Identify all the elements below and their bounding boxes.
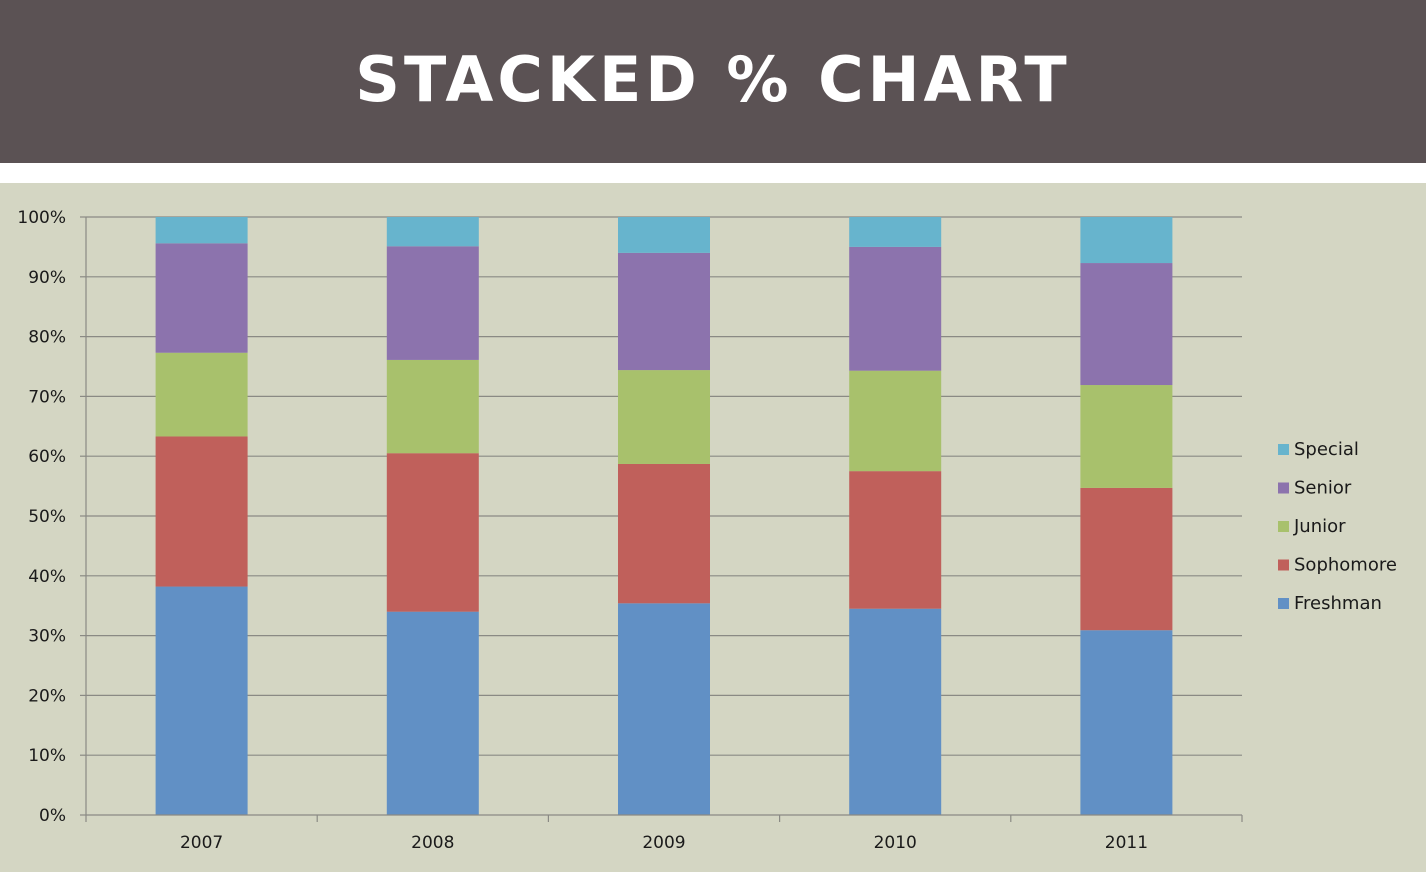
legend-swatch-junior (1278, 521, 1289, 532)
legend: Special Senior Junior Sophomore Freshman (1278, 439, 1397, 614)
bar-sophomore-2010 (849, 471, 942, 609)
y-tick-label: 50% (28, 507, 66, 527)
bar-freshman-2008 (386, 611, 479, 815)
y-tick-label: 0% (39, 806, 66, 826)
y-tick-label: 60% (28, 447, 66, 467)
legend-swatch-special (1278, 444, 1289, 455)
x-tick-label: 2010 (874, 833, 917, 853)
y-tick-label: 40% (28, 567, 66, 587)
bar-senior-2007 (155, 243, 248, 353)
bar-senior-2011 (1080, 263, 1173, 386)
x-tick-label: 2011 (1105, 833, 1148, 853)
legend-swatch-freshman (1278, 598, 1289, 609)
bar-freshman-2010 (849, 608, 942, 815)
axes (80, 216, 1243, 822)
stacked-percent-chart: 0%10%20%30%40%50%60%70%80%90%100% 2007 20… (17, 208, 1397, 853)
bar-special-2010 (849, 217, 942, 247)
y-tick-label: 10% (28, 746, 66, 766)
y-tick-label: 80% (28, 328, 66, 348)
bar-freshman-2011 (1080, 630, 1173, 815)
bar-special-2009 (618, 217, 710, 253)
y-tick-label: 30% (28, 627, 66, 647)
bar-senior-2009 (618, 252, 710, 371)
bar-junior-2007 (155, 352, 248, 437)
legend-label-senior: Senior (1294, 478, 1352, 499)
x-tick-label: 2009 (642, 833, 685, 853)
bar-freshman-2007 (155, 586, 248, 815)
y-tick-label: 20% (28, 686, 66, 706)
bar-senior-2010 (849, 246, 942, 371)
y-tick-label: 90% (28, 268, 66, 288)
bar-sophomore-2009 (618, 463, 710, 604)
x-tick-label: 2008 (411, 833, 454, 853)
bar-junior-2010 (849, 370, 942, 472)
y-tick-label: 100% (17, 208, 66, 228)
bar-special-2007 (155, 217, 248, 244)
bar-special-2008 (386, 217, 479, 247)
bar-sophomore-2008 (386, 453, 479, 612)
bar-junior-2009 (618, 370, 710, 464)
legend-swatch-senior (1278, 482, 1289, 494)
bar-freshman-2009 (618, 603, 710, 815)
page-title: STACKED % CHART (355, 43, 1071, 116)
bar-junior-2011 (1080, 385, 1173, 488)
legend-label-junior: Junior (1293, 516, 1346, 537)
bars (155, 217, 1173, 815)
bar-junior-2008 (386, 359, 479, 454)
bar-sophomore-2011 (1080, 487, 1173, 631)
y-tick-label: 70% (28, 387, 66, 407)
bar-sophomore-2007 (155, 436, 248, 587)
x-tick-labels: 2007 2008 2009 2010 2011 (180, 833, 1148, 853)
y-tick-labels: 0% 10% 20% 30% 40% 50% 60% 70% 80% 90% 100% (17, 208, 66, 826)
legend-label-special: Special (1294, 439, 1359, 460)
legend-swatch-sophomore (1278, 559, 1289, 571)
title-banner: STACKED % CHART (0, 0, 1426, 163)
legend-label-freshman: Freshman (1294, 593, 1382, 614)
bar-senior-2008 (386, 246, 479, 360)
bar-special-2011 (1080, 217, 1173, 264)
x-tick-label: 2007 (180, 833, 223, 853)
chart-panel: 0% 10% 20% 30% 40% 50% 60% 70% 80% 90% 100% 2007 20… (0, 183, 1426, 872)
legend-label-sophomore: Sophomore (1294, 555, 1397, 576)
